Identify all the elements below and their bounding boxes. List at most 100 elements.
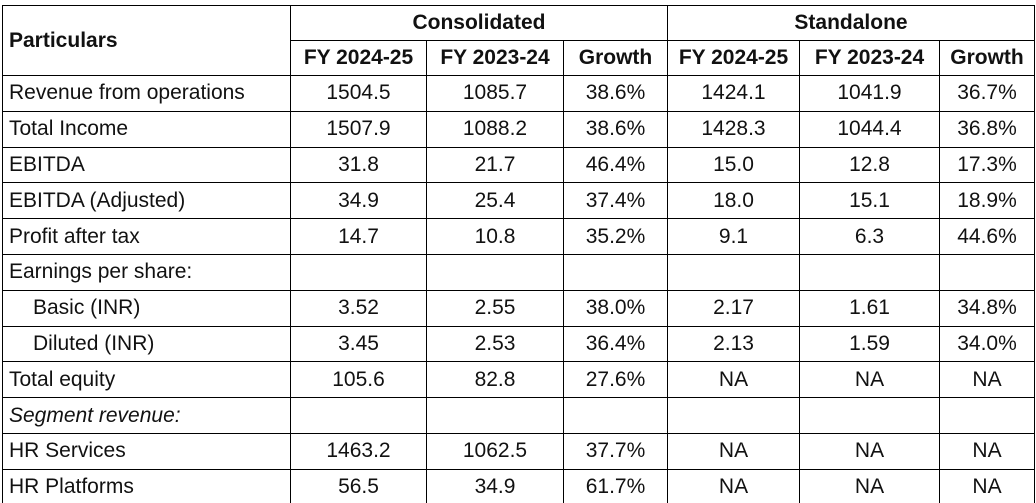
- table-cell: 15.1: [799, 182, 940, 220]
- table-cell: NA: [939, 361, 1035, 399]
- table-cell: 56.5: [290, 468, 427, 503]
- particulars-header: Particulars: [2, 5, 291, 76]
- table-cell: 1041.9: [799, 75, 940, 112]
- table-cell: 18.0: [667, 182, 800, 220]
- table-cell: NA: [667, 468, 800, 503]
- row-label: Profit after tax: [2, 218, 291, 255]
- table-row: Basic (INR) 3.52 2.55 38.0% 2.17 1.61 34…: [2, 289, 1035, 327]
- table-cell: 38.6%: [563, 110, 668, 148]
- table-cell: 38.6%: [563, 75, 668, 112]
- table-cell: NA: [799, 361, 940, 399]
- table-cell: [290, 253, 427, 291]
- row-label: Basic (INR): [2, 289, 291, 327]
- column-header: FY 2023-24: [799, 40, 940, 76]
- row-label: Total equity: [2, 361, 291, 399]
- table-cell: 1044.4: [799, 110, 940, 148]
- row-label: Earnings per share:: [2, 253, 291, 291]
- table-row: Total equity 105.6 82.8 27.6% NA NA NA: [2, 361, 1035, 399]
- table-cell: 1.59: [799, 325, 940, 363]
- table-cell: 17.3%: [939, 146, 1035, 184]
- table-cell: 37.4%: [563, 182, 668, 220]
- table-cell: 31.8: [290, 146, 427, 184]
- table-cell: 1.61: [799, 289, 940, 327]
- table-row: HR Platforms 56.5 34.9 61.7% NA NA NA: [2, 468, 1035, 503]
- table-cell: 61.7%: [563, 468, 668, 503]
- table-cell: 35.2%: [563, 218, 668, 255]
- table-cell: NA: [799, 468, 940, 503]
- table-cell: [939, 253, 1035, 291]
- table-cell: 2.53: [426, 325, 564, 363]
- table-cell: 105.6: [290, 361, 427, 399]
- table-cell: [939, 397, 1035, 434]
- table-cell: 36.4%: [563, 325, 668, 363]
- table-cell: [799, 253, 940, 291]
- table-cell: 14.7: [290, 218, 427, 255]
- row-label: Total Income: [2, 110, 291, 148]
- table-cell: 1062.5: [426, 432, 564, 470]
- table-cell: [290, 397, 427, 434]
- table-cell: 82.8: [426, 361, 564, 399]
- table-row: Total Income 1507.9 1088.2 38.6% 1428.3 …: [2, 110, 1035, 148]
- table-cell: 1085.7: [426, 75, 564, 112]
- table-cell: 46.4%: [563, 146, 668, 184]
- table-cell: [563, 397, 668, 434]
- header-period-row: FY 2024-25 FY 2023-24 Growth FY 2024-25 …: [3, 40, 1035, 76]
- table-cell: 34.9: [290, 182, 427, 220]
- table-row: HR Services 1463.2 1062.5 37.7% NA NA NA: [2, 432, 1035, 470]
- table-cell: 44.6%: [939, 218, 1035, 255]
- table-cell: 2.55: [426, 289, 564, 327]
- column-header: Growth: [563, 40, 668, 76]
- column-header: FY 2023-24: [426, 40, 564, 76]
- table-row: Segment revenue:: [2, 397, 1035, 434]
- table-cell: [426, 253, 564, 291]
- table-cell: 2.17: [667, 289, 800, 327]
- table-row: Profit after tax 14.7 10.8 35.2% 9.1 6.3…: [2, 218, 1035, 255]
- table-cell: 3.52: [290, 289, 427, 327]
- table-cell: NA: [667, 432, 800, 470]
- table-cell: 1504.5: [290, 75, 427, 112]
- table-cell: 27.6%: [563, 361, 668, 399]
- table-row: EBITDA 31.8 21.7 46.4% 15.0 12.8 17.3%: [2, 146, 1035, 184]
- row-label: Diluted (INR): [2, 325, 291, 363]
- table-cell: [426, 397, 564, 434]
- table-cell: 2.13: [667, 325, 800, 363]
- column-header: FY 2024-25: [667, 40, 800, 76]
- table-row: Revenue from operations 1504.5 1085.7 38…: [2, 75, 1035, 112]
- table-cell: 1088.2: [426, 110, 564, 148]
- table-cell: 10.8: [426, 218, 564, 255]
- table-cell: 9.1: [667, 218, 800, 255]
- table-cell: 34.9: [426, 468, 564, 503]
- table-cell: NA: [667, 361, 800, 399]
- table-cell: 34.0%: [939, 325, 1035, 363]
- table-cell: 21.7: [426, 146, 564, 184]
- table-cell: 37.7%: [563, 432, 668, 470]
- column-header: Growth: [939, 40, 1035, 76]
- table-cell: 3.45: [290, 325, 427, 363]
- table-cell: 18.9%: [939, 182, 1035, 220]
- table-row: Earnings per share:: [2, 253, 1035, 291]
- row-label: HR Services: [2, 432, 291, 470]
- row-label: EBITDA (Adjusted): [2, 182, 291, 220]
- row-label: HR Platforms: [2, 468, 291, 503]
- row-label: Revenue from operations: [2, 75, 291, 112]
- row-label: Segment revenue:: [2, 397, 291, 434]
- header-group-row: Particulars Consolidated Standalone: [2, 5, 1035, 76]
- consolidated-header: Consolidated: [290, 5, 668, 41]
- table-cell: [667, 397, 800, 434]
- table-cell: 1507.9: [290, 110, 427, 148]
- column-header: FY 2024-25: [290, 40, 427, 76]
- table-cell: 38.0%: [563, 289, 668, 327]
- table-cell: 25.4: [426, 182, 564, 220]
- table-row: Diluted (INR) 3.45 2.53 36.4% 2.13 1.59 …: [2, 325, 1035, 363]
- table-row: EBITDA (Adjusted) 34.9 25.4 37.4% 18.0 1…: [2, 182, 1035, 220]
- table-cell: 34.8%: [939, 289, 1035, 327]
- table-cell: NA: [939, 468, 1035, 503]
- table-cell: [667, 253, 800, 291]
- table-cell: 1463.2: [290, 432, 427, 470]
- financial-results-table: Particulars Consolidated Standalone FY 2…: [2, 5, 1035, 503]
- table-cell: NA: [799, 432, 940, 470]
- table-cell: [799, 397, 940, 434]
- table-cell: NA: [939, 432, 1035, 470]
- table-cell: 15.0: [667, 146, 800, 184]
